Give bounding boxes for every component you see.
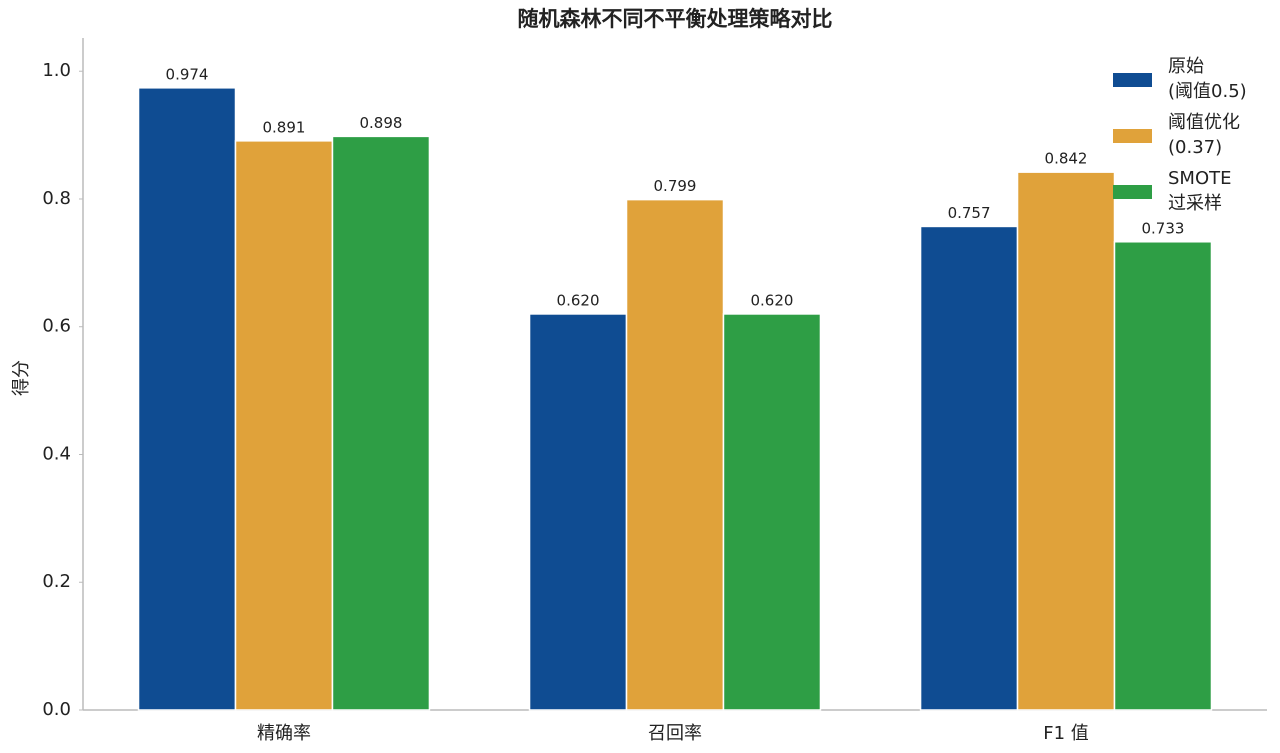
bar — [137, 87, 237, 711]
bar — [919, 225, 1019, 711]
bar — [625, 198, 725, 711]
bar — [331, 135, 431, 711]
x-tick-label: 精确率 — [257, 723, 311, 744]
legend-swatch — [1113, 129, 1152, 143]
bar — [528, 313, 628, 711]
value-label: 0.974 — [166, 65, 209, 83]
bar — [722, 313, 822, 711]
y-tick-label: 0.2 — [42, 571, 71, 592]
legend-label: 阈值优化(0.37) — [1168, 112, 1240, 158]
bar — [1016, 171, 1116, 711]
y-axis-label: 得分 — [11, 360, 32, 396]
y-tick-label: 0.6 — [42, 316, 71, 337]
y-tick-label: 0.0 — [42, 699, 71, 720]
value-label: 0.620 — [557, 291, 600, 309]
y-tick-label: 0.8 — [42, 188, 71, 209]
y-tick-label: 0.4 — [42, 443, 71, 464]
value-label: 0.898 — [359, 114, 402, 132]
y-tick-label: 1.0 — [42, 60, 71, 81]
bar — [234, 140, 334, 711]
x-tick-label: F1 值 — [1043, 723, 1089, 744]
x-tick-label: 召回率 — [648, 723, 702, 744]
legend-label: 原始(阈值0.5) — [1168, 56, 1247, 102]
value-label: 0.891 — [263, 118, 306, 136]
legend-swatch — [1113, 73, 1152, 87]
value-label: 0.842 — [1045, 150, 1088, 168]
bar — [1113, 241, 1213, 711]
legend-swatch — [1113, 185, 1152, 199]
legend-label: SMOTE 过采样 — [1168, 168, 1232, 214]
value-label: 0.620 — [750, 291, 793, 309]
chart-title: 随机森林不同不平衡处理策略对比 — [518, 7, 833, 31]
value-label: 0.757 — [948, 204, 991, 222]
value-label: 0.733 — [1142, 219, 1185, 237]
value-label: 0.799 — [654, 177, 697, 195]
